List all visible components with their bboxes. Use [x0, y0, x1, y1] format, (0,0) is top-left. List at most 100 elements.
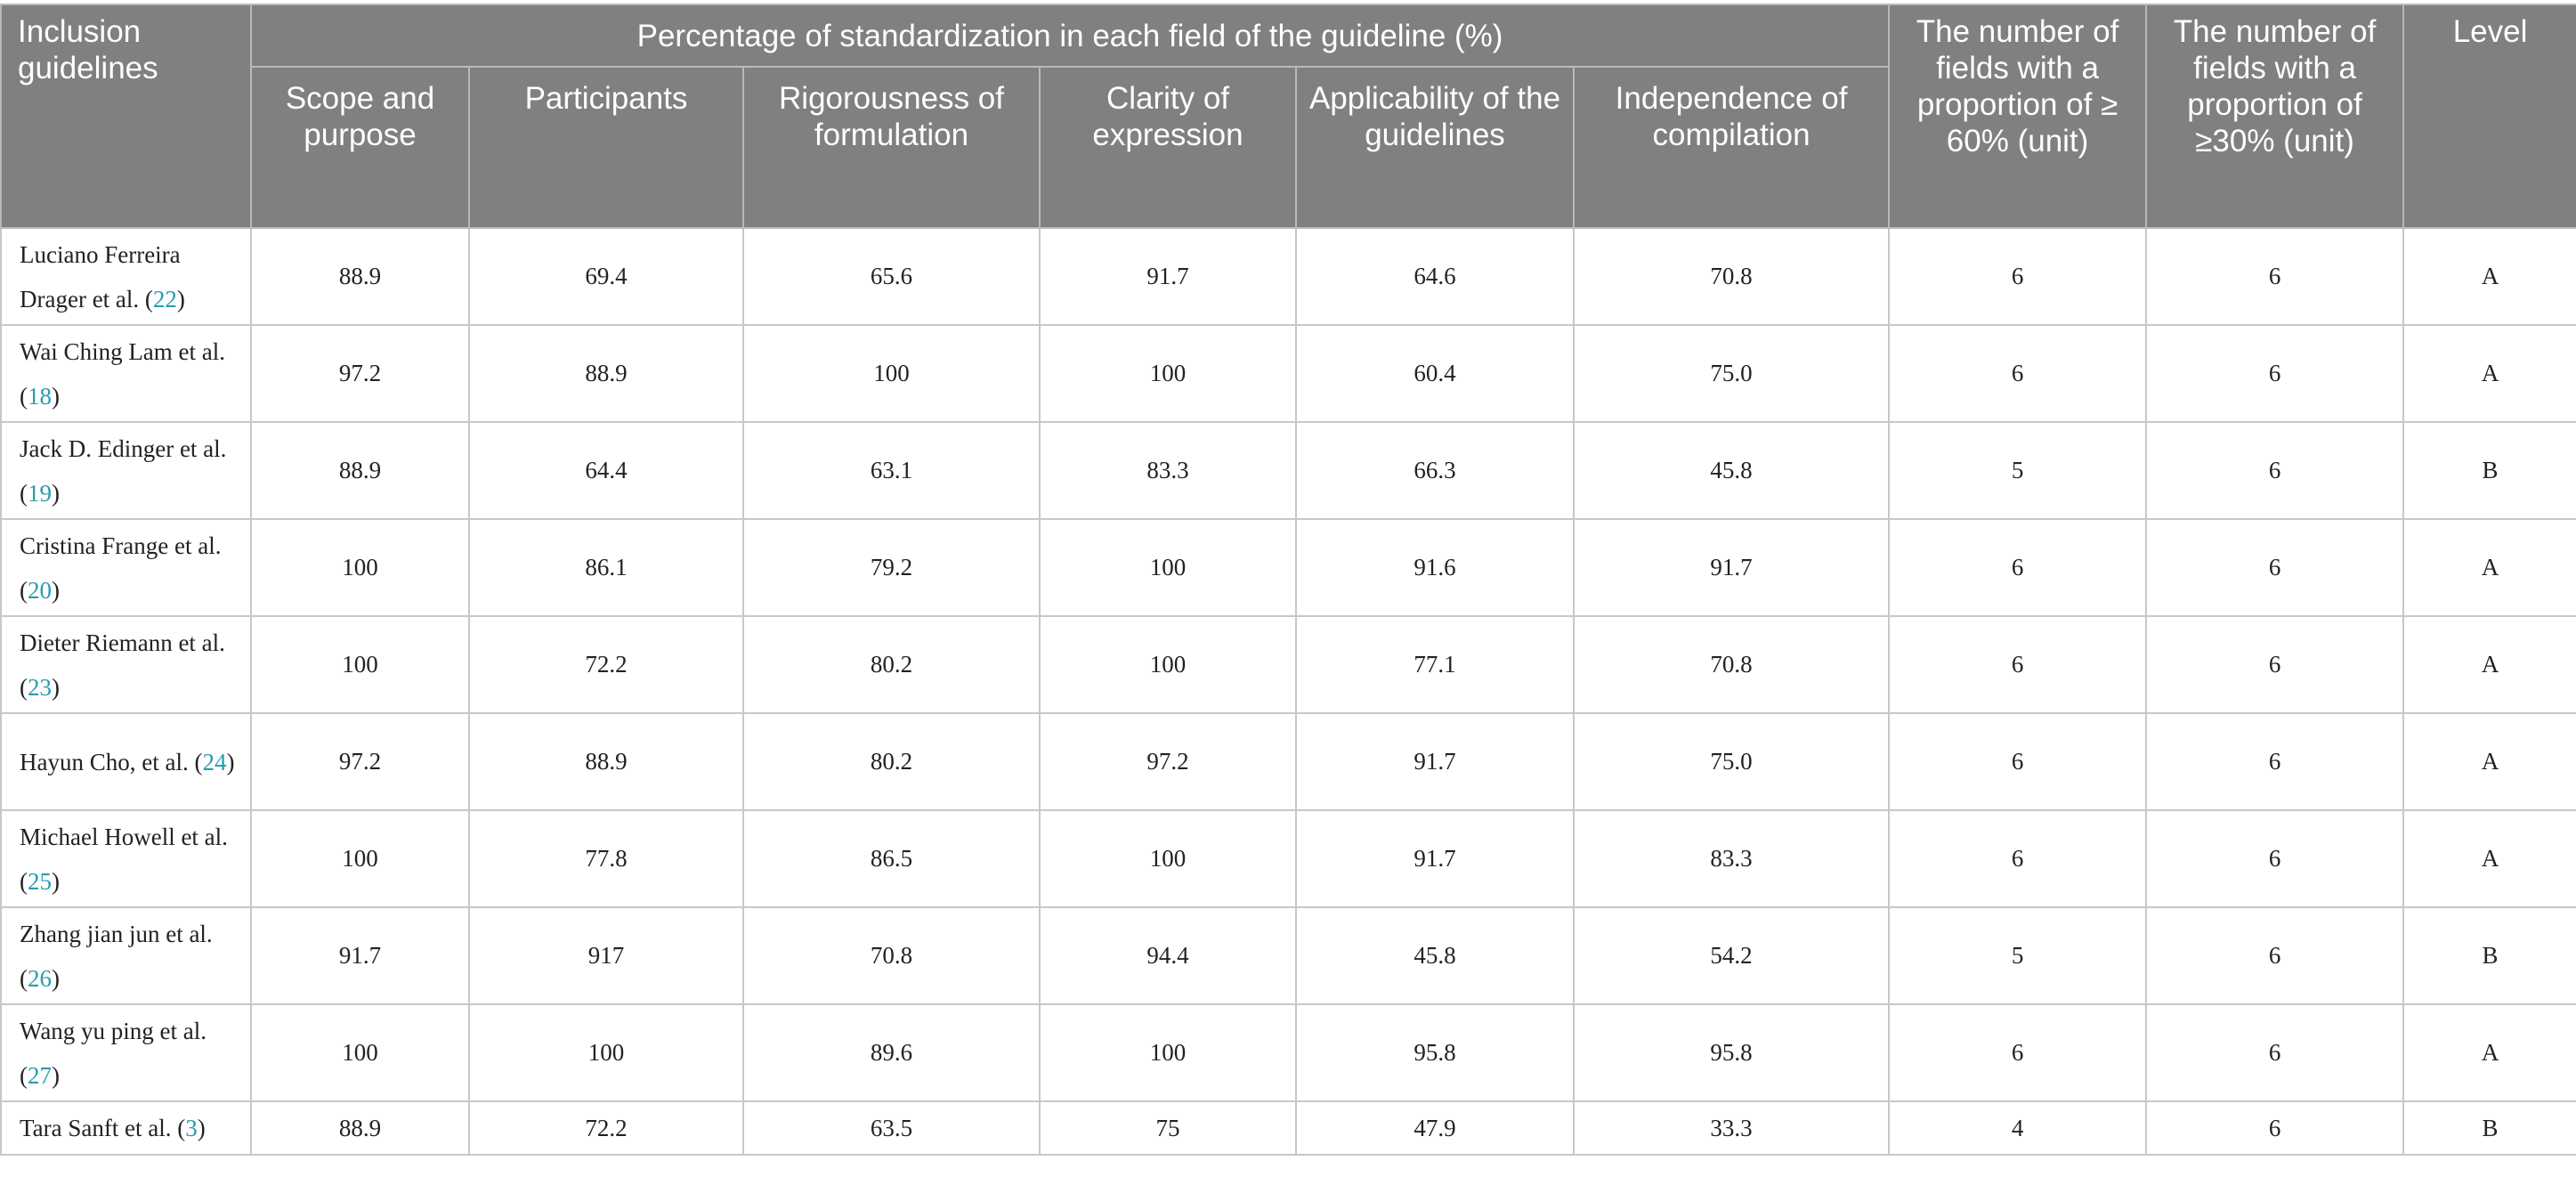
independence-value: 70.8	[1572, 615, 1891, 714]
applicability-value: 64.6	[1295, 227, 1575, 326]
participants-value: 88.9	[468, 324, 744, 423]
count-ge30-value: 6	[2145, 421, 2405, 520]
guideline-name-cell: Cristina Frange et al. (20)	[0, 518, 252, 617]
level-value: A	[2402, 712, 2576, 811]
participants-value: 64.4	[468, 421, 744, 520]
guideline-name: Dieter Riemann et al. (	[20, 629, 225, 701]
count-ge30-value: 6	[2145, 906, 2405, 1005]
reference-link[interactable]: 18	[28, 382, 52, 410]
independence-value: 83.3	[1572, 809, 1891, 908]
participants-value: 77.8	[468, 809, 744, 908]
clarity-value: 100	[1039, 1003, 1297, 1102]
reference-close-paren: )	[52, 576, 60, 604]
clarity-value: 94.4	[1039, 906, 1297, 1005]
reference-close-paren: )	[197, 1115, 206, 1141]
clarity-value: 91.7	[1039, 227, 1297, 326]
header-count-ge30: The number of fields with a proportion o…	[2145, 4, 2405, 229]
scope-value: 88.9	[250, 421, 470, 520]
count-ge60-value: 6	[1888, 518, 2148, 617]
count-ge30-value: 6	[2145, 227, 2405, 326]
clarity-value: 100	[1039, 324, 1297, 423]
participants-value: 100	[468, 1003, 744, 1102]
guideline-name-cell: Michael Howell et al. (25)	[0, 809, 252, 908]
scope-value: 100	[250, 1003, 470, 1102]
table-body: Luciano Ferreira Drager et al. (22) 88.9 6…	[0, 227, 2576, 1156]
count-ge30-value: 6	[2145, 1003, 2405, 1102]
guideline-name-cell: Hayun Cho, et al. (24)	[0, 712, 252, 811]
clarity-value: 100	[1039, 615, 1297, 714]
rigorousness-value: 65.6	[742, 227, 1041, 326]
clarity-value: 100	[1039, 518, 1297, 617]
reference-close-paren: )	[52, 673, 60, 701]
reference-link[interactable]: 26	[28, 964, 52, 992]
scope-value: 88.9	[250, 227, 470, 326]
guideline-name: Jack D. Edinger et al. (	[20, 434, 227, 507]
header-participants: Participants	[468, 66, 744, 229]
header-scope-and-purpose: Scope and purpose	[250, 66, 470, 229]
level-value: A	[2402, 809, 2576, 908]
count-ge60-value: 5	[1888, 906, 2148, 1005]
clarity-value: 83.3	[1039, 421, 1297, 520]
level-value: A	[2402, 324, 2576, 423]
reference-link[interactable]: 25	[28, 867, 52, 895]
table-header: Inclusion guidelines Percentage of stand…	[0, 4, 2576, 229]
participants-value: 72.2	[468, 615, 744, 714]
reference-link[interactable]: 20	[28, 576, 52, 604]
independence-value: 75.0	[1572, 324, 1891, 423]
rigorousness-value: 100	[742, 324, 1041, 423]
reference-close-paren: )	[52, 479, 60, 507]
level-value: B	[2402, 1100, 2576, 1156]
count-ge60-value: 6	[1888, 227, 2148, 326]
table-row: Hayun Cho, et al. (24) 97.2 88.9 80.2 97.2 91…	[0, 712, 2576, 811]
header-applicability: Applicability of the guidelines	[1295, 66, 1575, 229]
level-value: A	[2402, 227, 2576, 326]
rigorousness-value: 63.5	[742, 1100, 1041, 1156]
clarity-value: 100	[1039, 809, 1297, 908]
reference-close-paren: )	[176, 285, 185, 313]
table-row: Dieter Riemann et al. (23) 100 72.2 80.2 100…	[0, 615, 2576, 714]
independence-value: 54.2	[1572, 906, 1891, 1005]
independence-value: 91.7	[1572, 518, 1891, 617]
rigorousness-value: 63.1	[742, 421, 1041, 520]
table-row: Wai Ching Lam et al. (18) 97.2 88.9 100 100 6…	[0, 324, 2576, 423]
count-ge60-value: 6	[1888, 809, 2148, 908]
table-row: Tara Sanft et al. (3) 88.9 72.2 63.5 75 47.9 3…	[0, 1100, 2576, 1156]
reference-close-paren: )	[52, 1061, 60, 1089]
reference-link[interactable]: 24	[202, 748, 227, 775]
header-independence: Independence of compilation	[1572, 66, 1891, 229]
reference-link[interactable]: 23	[28, 673, 52, 701]
guideline-name-cell: Dieter Riemann et al. (23)	[0, 615, 252, 714]
rigorousness-value: 86.5	[742, 809, 1041, 908]
level-value: A	[2402, 518, 2576, 617]
participants-value: 72.2	[468, 1100, 744, 1156]
header-inclusion-guidelines: Inclusion guidelines	[0, 4, 252, 229]
independence-value: 45.8	[1572, 421, 1891, 520]
count-ge60-value: 6	[1888, 1003, 2148, 1102]
reference-link[interactable]: 22	[152, 285, 177, 313]
reference-link[interactable]: 19	[28, 479, 52, 507]
count-ge30-value: 6	[2145, 324, 2405, 423]
guideline-name: Zhang jian jun et al. (	[20, 920, 213, 992]
header-percentage-group: Percentage of standardization in each fi…	[249, 4, 1891, 68]
rigorousness-value: 79.2	[742, 518, 1041, 617]
applicability-value: 77.1	[1295, 615, 1575, 714]
table-row: Luciano Ferreira Drager et al. (22) 88.9 6…	[0, 227, 2576, 326]
participants-value: 69.4	[468, 227, 744, 326]
level-value: A	[2402, 615, 2576, 714]
reference-link[interactable]: 3	[185, 1115, 198, 1141]
reference-close-paren: )	[52, 867, 60, 895]
count-ge30-value: 6	[2145, 809, 2405, 908]
independence-value: 70.8	[1572, 227, 1891, 326]
guideline-name-cell: Zhang jian jun et al. (26)	[0, 906, 252, 1005]
reference-link[interactable]: 27	[28, 1061, 52, 1089]
header-clarity: Clarity of expression	[1039, 66, 1297, 229]
independence-value: 95.8	[1572, 1003, 1891, 1102]
guideline-name: Tara Sanft et al. (	[20, 1115, 186, 1141]
applicability-value: 91.6	[1295, 518, 1575, 617]
guideline-name: Wang yu ping et al. (	[20, 1017, 207, 1089]
guideline-name-cell: Jack D. Edinger et al. (19)	[0, 421, 252, 520]
scope-value: 97.2	[250, 324, 470, 423]
level-value: B	[2402, 906, 2576, 1005]
guideline-name-cell: Luciano Ferreira Drager et al. (22)	[0, 227, 252, 326]
participants-value: 917	[468, 906, 744, 1005]
